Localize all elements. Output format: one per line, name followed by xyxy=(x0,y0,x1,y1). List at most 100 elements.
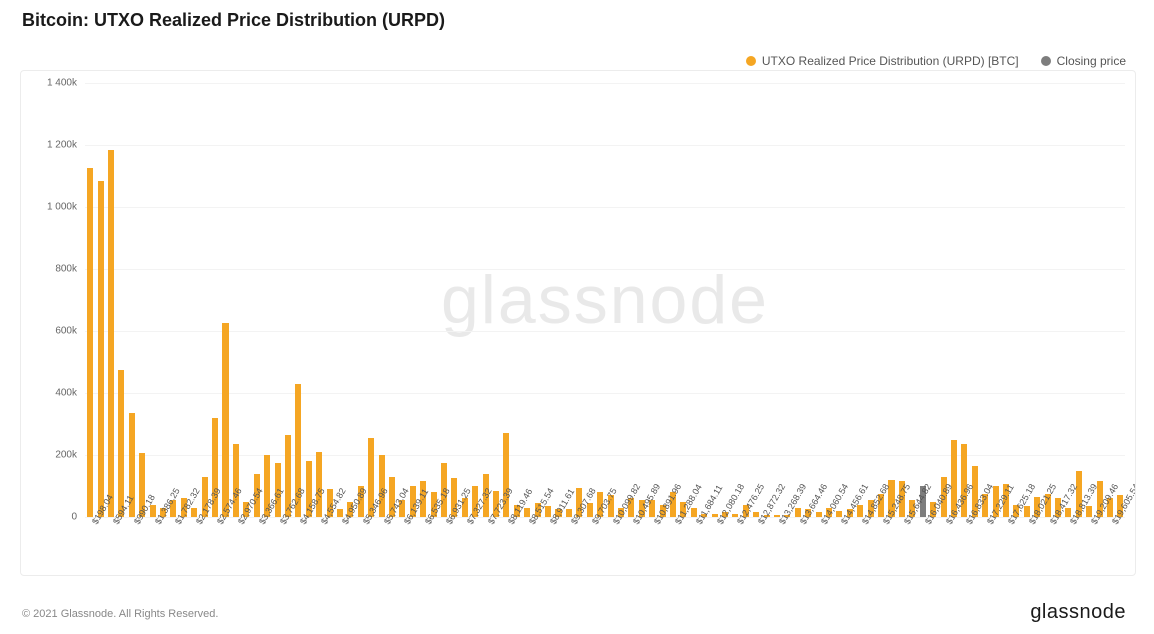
x-label-slot: $16,040.89 xyxy=(918,521,928,575)
legend-label-closing: Closing price xyxy=(1057,54,1126,68)
bar-slot xyxy=(605,83,615,517)
bar-slot xyxy=(116,83,126,517)
x-label-slot xyxy=(720,521,730,575)
x-label-slot xyxy=(491,521,501,575)
x-label-slot xyxy=(824,521,834,575)
bar-urpd[interactable] xyxy=(87,168,93,517)
x-label-slot xyxy=(324,521,334,575)
bar-slot xyxy=(147,83,157,517)
x-label-slot xyxy=(241,521,251,575)
bar-slot xyxy=(85,83,95,517)
bar-slot xyxy=(179,83,189,517)
bar-slot xyxy=(938,83,948,517)
bar-slot xyxy=(262,83,272,517)
bar-slot xyxy=(532,83,542,517)
x-label-slot xyxy=(553,521,563,575)
bar-slot xyxy=(460,83,470,517)
bar-slot xyxy=(845,83,855,517)
x-label-slot xyxy=(699,521,709,575)
bar-slot xyxy=(314,83,324,517)
bar-urpd[interactable] xyxy=(98,181,104,517)
x-label-slot xyxy=(345,521,355,575)
bar-slot xyxy=(1094,83,1104,517)
bar-slot xyxy=(553,83,563,517)
legend-label-series: UTXO Realized Price Distribution (URPD) … xyxy=(762,54,1019,68)
bar-slot xyxy=(959,83,969,517)
legend-swatch-closing xyxy=(1041,56,1051,66)
bar-slot xyxy=(324,83,334,517)
x-label-slot: $8,119.46 xyxy=(501,521,511,575)
x-label-slot: $2,178.39 xyxy=(189,521,199,575)
chart-container: Bitcoin: UTXO Realized Price Distributio… xyxy=(0,0,1154,634)
bar-slot xyxy=(990,83,1000,517)
bar-slot xyxy=(1053,83,1063,517)
chart-title: Bitcoin: UTXO Realized Price Distributio… xyxy=(22,10,445,31)
y-tick-label: 400k xyxy=(27,388,77,399)
x-label-slot xyxy=(845,521,855,575)
bar-slot xyxy=(418,83,428,517)
x-label-slot xyxy=(366,521,376,575)
x-label-slot xyxy=(179,521,189,575)
chart-area: glassnode 0200k400k600k800k1 000k1 200k1… xyxy=(20,70,1136,576)
x-label-slot: $19,209.46 xyxy=(1084,521,1094,575)
x-label-slot xyxy=(1074,521,1084,575)
bar-slot xyxy=(376,83,386,517)
bar-slot xyxy=(512,83,522,517)
y-tick-label: 1 200k xyxy=(27,140,77,151)
x-label-slot xyxy=(928,521,938,575)
x-label-slot xyxy=(803,521,813,575)
x-label-slot: $14,456.61 xyxy=(834,521,844,575)
y-tick-label: 200k xyxy=(27,450,77,461)
bar-slot xyxy=(918,83,928,517)
bar-slot xyxy=(480,83,490,517)
x-label-slot: $10,891.96 xyxy=(647,521,657,575)
bar-slot xyxy=(876,83,886,517)
x-label-slot: $7,723.39 xyxy=(480,521,490,575)
bars-group xyxy=(85,83,1125,517)
bar-slot xyxy=(699,83,709,517)
x-label-slot: $5,743.04 xyxy=(376,521,386,575)
bar-urpd[interactable] xyxy=(108,150,114,517)
x-label-slot xyxy=(408,521,418,575)
x-label-slot: $11,684.11 xyxy=(689,521,699,575)
x-label-slot: $14,060.54 xyxy=(813,521,823,575)
x-label-slot: $4,950.89 xyxy=(335,521,345,575)
x-label-slot: $4,158.75 xyxy=(293,521,303,575)
bar-slot xyxy=(897,83,907,517)
x-label-slot: $13,268.39 xyxy=(772,521,782,575)
bar-slot xyxy=(689,83,699,517)
x-label-slot xyxy=(657,521,667,575)
bar-slot xyxy=(491,83,501,517)
bar-slot xyxy=(855,83,865,517)
x-label-slot xyxy=(761,521,771,575)
x-label-slot: $18,021.25 xyxy=(1022,521,1032,575)
bar-slot xyxy=(387,83,397,517)
bar-urpd[interactable] xyxy=(118,370,124,517)
bar-slot xyxy=(189,83,199,517)
x-label-slot xyxy=(137,521,147,575)
bar-slot xyxy=(231,83,241,517)
x-label-slot xyxy=(95,521,105,575)
x-label-slot: $17,229.11 xyxy=(980,521,990,575)
x-label-slot xyxy=(158,521,168,575)
x-label-slot xyxy=(470,521,480,575)
bar-slot xyxy=(782,83,792,517)
bar-slot xyxy=(439,83,449,517)
bar-urpd[interactable] xyxy=(222,323,228,517)
bar-slot xyxy=(428,83,438,517)
bar-slot xyxy=(616,83,626,517)
bar-slot xyxy=(928,83,938,517)
x-label-slot: $15,248.75 xyxy=(876,521,886,575)
x-label-slot: $10,099.82 xyxy=(605,521,615,575)
x-label-slot: $10,495.89 xyxy=(626,521,636,575)
x-label-slot xyxy=(949,521,959,575)
x-label-slot: $6,931.25 xyxy=(439,521,449,575)
bar-slot xyxy=(585,83,595,517)
x-label-slot: $990.18 xyxy=(127,521,137,575)
x-label-slot xyxy=(616,521,626,575)
x-label-slot xyxy=(532,521,542,575)
bar-slot xyxy=(970,83,980,517)
x-label-slot: $3,762.68 xyxy=(272,521,282,575)
bar-slot xyxy=(293,83,303,517)
x-label-slot: $17,625.18 xyxy=(1001,521,1011,575)
